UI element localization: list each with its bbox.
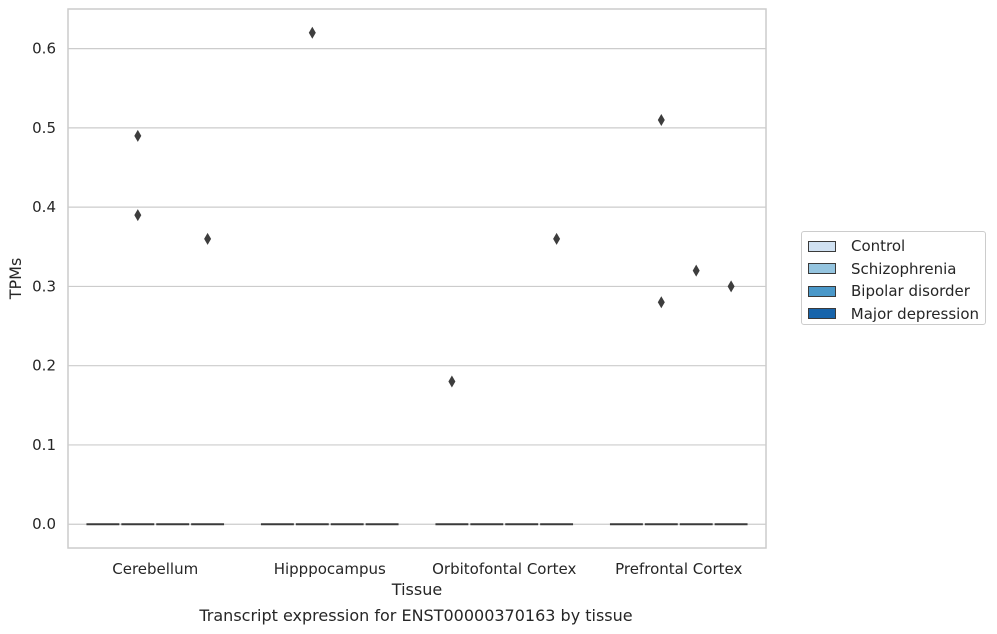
x-tick-label: Prefrontal Cortex xyxy=(615,560,742,578)
y-tick-label: 0.4 xyxy=(32,198,56,216)
outlier-point xyxy=(134,129,142,142)
legend-entry: Control xyxy=(808,235,979,258)
y-tick-label: 0.1 xyxy=(32,436,56,454)
outlier-point xyxy=(657,296,665,309)
outlier-point xyxy=(134,209,142,222)
y-tick-label: 0.2 xyxy=(32,357,56,375)
legend-swatch xyxy=(808,263,836,275)
x-tick-label: Cerebellum xyxy=(112,560,198,578)
outlier-point xyxy=(727,280,735,293)
legend-entry: Major depression xyxy=(808,303,979,326)
x-axis-ticks: Cerebellum Hipppocampus Orbitofontal Corte… xyxy=(112,560,742,578)
y-tick-label: 0.0 xyxy=(32,515,56,533)
grid-lines xyxy=(68,48,766,525)
y-tick-label: 0.6 xyxy=(32,40,56,58)
y-axis-label: TPMs xyxy=(6,258,25,301)
y-tick-label: 0.3 xyxy=(32,277,56,295)
x-tick-label: Orbitofontal Cortex xyxy=(432,560,576,578)
legend-swatch xyxy=(808,240,836,252)
legend-entry: Schizophrenia xyxy=(808,258,979,281)
outlier-point xyxy=(553,232,561,245)
legend-swatch xyxy=(808,285,836,297)
outlier-point xyxy=(692,264,700,277)
legend: Control Schizophrenia Bipolar disorder Majo… xyxy=(801,231,986,325)
outlier-point xyxy=(657,113,665,126)
x-tick-label: Hipppocampus xyxy=(274,560,386,578)
x-axis-label: Tissue xyxy=(391,580,442,599)
legend-label: Control xyxy=(851,237,906,256)
legend-label: Major depression xyxy=(850,304,979,323)
outlier-point xyxy=(204,232,212,245)
chart-title: Transcript expression for ENST0000037016… xyxy=(199,606,633,625)
plot-frame xyxy=(67,8,767,549)
legend-swatch xyxy=(808,308,836,320)
legend-label: Schizophrenia xyxy=(851,259,957,278)
y-axis-ticks: 0.0 0.1 0.2 0.3 0.4 0.5 0.6 xyxy=(32,40,56,534)
legend-entry: Bipolar disorder xyxy=(808,280,979,303)
outlier-points xyxy=(134,26,735,388)
legend-label: Bipolar disorder xyxy=(851,282,970,301)
outlier-point xyxy=(448,375,456,388)
y-tick-label: 0.5 xyxy=(32,119,56,137)
outlier-point xyxy=(308,26,316,39)
